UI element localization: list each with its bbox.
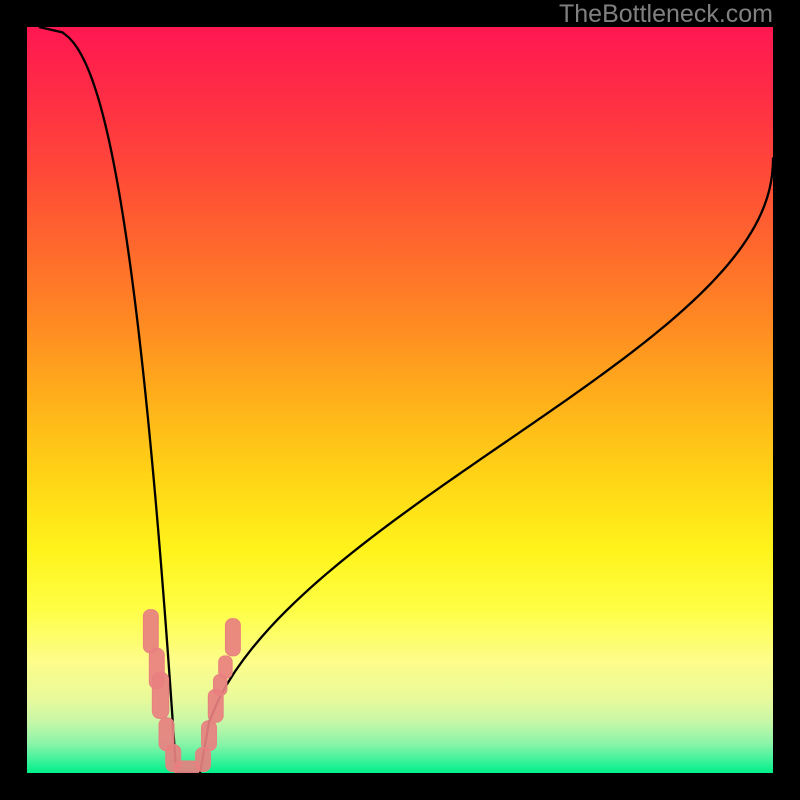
curve-marker	[219, 656, 232, 678]
plot-area	[27, 27, 773, 773]
curve-marker	[225, 619, 240, 656]
curve-svg	[27, 27, 773, 773]
curve-marker	[196, 748, 211, 772]
curve-marker	[152, 672, 168, 718]
watermark-text: TheBottleneck.com	[559, 0, 773, 29]
curve-marker	[143, 610, 158, 653]
chart-container: TheBottleneck.com	[0, 0, 800, 800]
curve-marker	[202, 721, 217, 751]
